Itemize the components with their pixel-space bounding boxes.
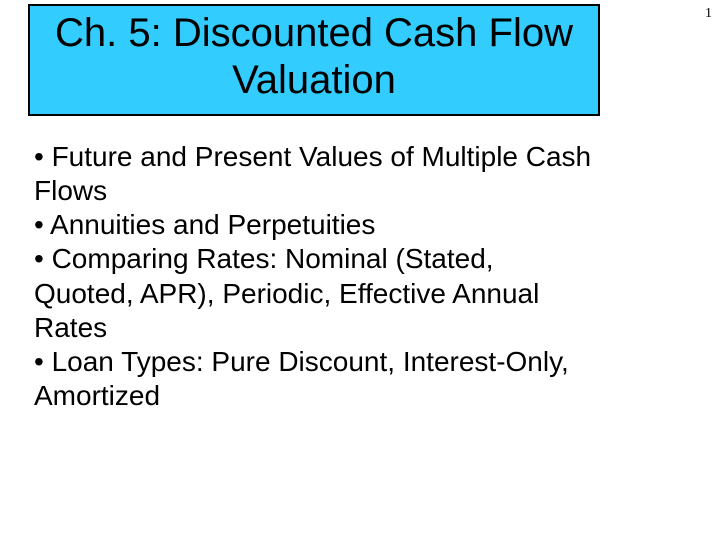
slide-title: Ch. 5: Discounted Cash Flow Valuation <box>40 10 588 104</box>
page-number: 1 <box>705 6 712 22</box>
bullet-list: • Future and Present Values of Multiple … <box>34 140 594 413</box>
bullet-item: • Future and Present Values of Multiple … <box>34 140 594 208</box>
bullet-item: • Comparing Rates: Nominal (Stated, Quot… <box>34 242 594 344</box>
bullet-item: • Loan Types: Pure Discount, Interest-On… <box>34 345 594 413</box>
slide-title-box: Ch. 5: Discounted Cash Flow Valuation <box>28 4 600 116</box>
bullet-item: • Annuities and Perpetuities <box>34 208 594 242</box>
